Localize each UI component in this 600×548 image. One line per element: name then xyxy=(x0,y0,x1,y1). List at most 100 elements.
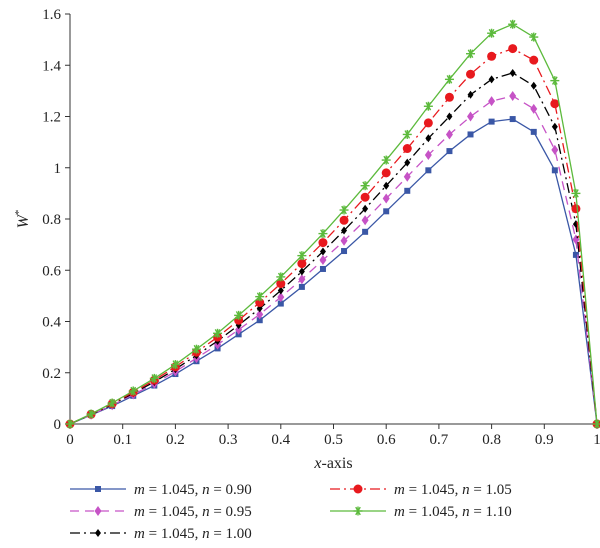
data-point xyxy=(297,251,307,261)
legend-text-part: n xyxy=(202,504,210,520)
x-tick-label: 0.9 xyxy=(535,432,554,448)
legend-text-part: , xyxy=(195,482,203,498)
legend-text-part: m xyxy=(134,482,145,498)
data-point xyxy=(509,68,516,77)
data-point xyxy=(95,529,101,537)
data-point xyxy=(318,238,328,248)
legend-m-value: 1.045 xyxy=(161,526,195,542)
legend-m-value: 1.045 xyxy=(421,482,455,498)
data-point xyxy=(383,208,390,215)
legend-text-part: = xyxy=(405,482,421,498)
y-axis-label: W* xyxy=(13,210,32,229)
x-tick-label: 0.6 xyxy=(377,432,396,448)
legend-text-part: m xyxy=(134,526,145,542)
legend-n-value: 1.05 xyxy=(486,482,512,498)
legend-text-part: = xyxy=(210,504,226,520)
data-point xyxy=(508,44,518,54)
x-tick-label: 0.4 xyxy=(271,432,290,448)
x-tick-label: 0.7 xyxy=(430,432,449,448)
legend-label: m = 1.045, n = 1.10 xyxy=(394,504,512,520)
data-point xyxy=(423,118,433,128)
data-point xyxy=(550,99,560,109)
data-point xyxy=(149,373,159,383)
data-point xyxy=(551,144,559,155)
data-point xyxy=(571,188,581,198)
data-point xyxy=(298,283,305,290)
data-point xyxy=(508,19,518,29)
x-tick-label: 1 xyxy=(593,432,600,448)
data-point xyxy=(444,92,454,102)
series-layer xyxy=(65,19,600,429)
data-point xyxy=(488,96,496,107)
data-point xyxy=(128,386,138,396)
x-axis-label-rest: -axis xyxy=(322,455,353,472)
series-line xyxy=(69,23,598,425)
series-5 xyxy=(65,19,600,429)
x-axis-ticks: 0 0.1 0.2 0.3 0.4 0.5 0.6 0.7 0.8 0.9 1 xyxy=(66,424,600,448)
data-point xyxy=(297,259,307,269)
data-point xyxy=(487,28,497,38)
data-point xyxy=(381,155,391,165)
y-tick-label: 0.6 xyxy=(42,263,61,279)
x-tick-label: 0 xyxy=(66,432,74,448)
legend: m = 1.045, n = 0.90m = 1.045, n = 0.95m … xyxy=(70,482,512,542)
data-point xyxy=(107,398,117,408)
legend-text-part: , xyxy=(455,482,463,498)
data-point xyxy=(425,134,432,143)
data-point xyxy=(191,344,201,354)
data-point xyxy=(339,215,349,225)
data-point xyxy=(234,310,244,320)
data-point xyxy=(318,229,328,239)
data-point xyxy=(298,274,306,285)
series-line xyxy=(69,72,598,425)
legend-label: m = 1.045, n = 1.05 xyxy=(394,482,512,498)
series-4 xyxy=(65,44,600,429)
data-point xyxy=(361,215,369,226)
legend-m-value: 1.045 xyxy=(161,504,195,520)
data-point xyxy=(592,419,600,429)
data-point xyxy=(277,292,285,303)
data-point xyxy=(404,187,411,194)
data-point xyxy=(353,506,363,516)
data-point xyxy=(423,101,433,111)
data-point xyxy=(404,158,411,167)
legend-text-part: = xyxy=(470,504,486,520)
legend-n-value: 1.00 xyxy=(226,526,252,542)
y-tick-label: 1.6 xyxy=(42,7,61,23)
legend-label: m = 1.045, n = 0.90 xyxy=(134,482,252,498)
y-tick-label: 0.4 xyxy=(42,315,61,331)
x-tick-label: 0.2 xyxy=(166,432,185,448)
data-point xyxy=(383,181,390,190)
data-point xyxy=(298,267,305,276)
data-point xyxy=(353,484,363,494)
data-point xyxy=(276,279,286,289)
legend-text-part: , xyxy=(455,504,463,520)
data-point xyxy=(487,51,497,61)
data-point xyxy=(256,317,263,324)
data-point xyxy=(509,91,517,101)
data-point xyxy=(341,226,348,235)
series-line xyxy=(69,118,598,425)
y-tick-label: 1.4 xyxy=(42,58,61,74)
data-point xyxy=(402,129,412,139)
data-point xyxy=(572,251,579,258)
data-point xyxy=(529,32,539,42)
data-point xyxy=(86,409,96,419)
series-line xyxy=(69,47,598,425)
legend-text-part: m xyxy=(394,504,405,520)
data-point xyxy=(446,112,453,121)
data-point xyxy=(319,255,327,265)
legend-text-part: m xyxy=(134,504,145,520)
data-point xyxy=(488,118,495,125)
data-point xyxy=(571,204,581,214)
legend-text-part: = xyxy=(210,482,226,498)
legend-text-part: n xyxy=(202,526,210,542)
y-axis-ticks: 0 0.2 0.4 0.6 0.8 1 1.2 1.4 1.6 xyxy=(42,7,70,433)
legend-text-part: n xyxy=(202,482,210,498)
plot-frame xyxy=(69,14,597,425)
data-point xyxy=(362,228,369,235)
data-point xyxy=(466,69,476,79)
y-axis-label-sup: * xyxy=(13,210,25,216)
data-point xyxy=(341,248,348,255)
